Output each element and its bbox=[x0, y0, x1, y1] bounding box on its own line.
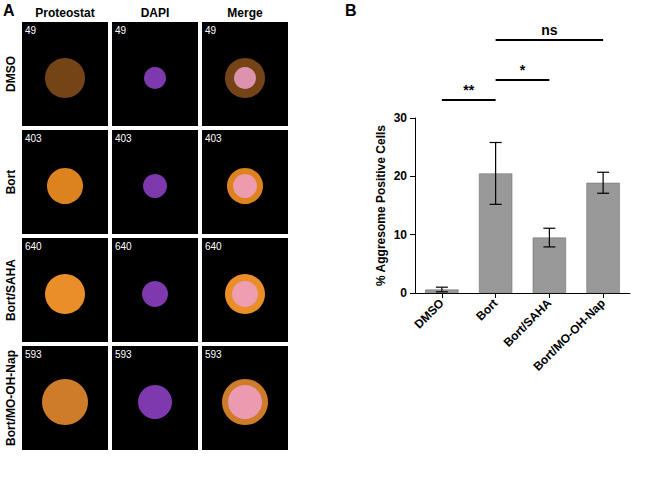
svg-text:B: B bbox=[345, 2, 357, 19]
svg-text:593: 593 bbox=[115, 349, 132, 360]
svg-text:0: 0 bbox=[400, 286, 407, 300]
svg-text:**: ** bbox=[463, 82, 474, 98]
svg-text:DAPI: DAPI bbox=[141, 6, 170, 20]
svg-text:30: 30 bbox=[394, 111, 408, 125]
svg-text:Bort: Bort bbox=[4, 170, 18, 195]
svg-text:Bort/SAHA: Bort/SAHA bbox=[501, 296, 555, 350]
svg-text:403: 403 bbox=[115, 133, 132, 144]
svg-text:% Aggresome Positive Cells: % Aggresome Positive Cells bbox=[374, 125, 388, 286]
svg-text:ns: ns bbox=[541, 22, 558, 38]
svg-text:640: 640 bbox=[115, 241, 132, 252]
svg-text:Bort/SAHA: Bort/SAHA bbox=[4, 259, 18, 321]
svg-text:49: 49 bbox=[115, 25, 127, 36]
svg-text:*: * bbox=[520, 62, 526, 78]
svg-text:10: 10 bbox=[394, 228, 408, 242]
svg-text:Merge: Merge bbox=[227, 6, 263, 20]
svg-text:DMSO: DMSO bbox=[4, 56, 18, 92]
svg-text:593: 593 bbox=[25, 349, 42, 360]
svg-text:49: 49 bbox=[205, 25, 217, 36]
svg-text:Bort: Bort bbox=[473, 296, 500, 323]
svg-text:Bort/MO-OH-Nap: Bort/MO-OH-Nap bbox=[530, 296, 608, 374]
svg-text:Bort/MO-OH-Nap: Bort/MO-OH-Nap bbox=[4, 350, 18, 446]
svg-text:20: 20 bbox=[394, 169, 408, 183]
svg-text:403: 403 bbox=[205, 133, 222, 144]
svg-text:640: 640 bbox=[205, 241, 222, 252]
svg-text:A: A bbox=[3, 2, 15, 19]
svg-text:640: 640 bbox=[25, 241, 42, 252]
svg-text:403: 403 bbox=[25, 133, 42, 144]
svg-text:Proteostat: Proteostat bbox=[35, 6, 94, 20]
svg-text:49: 49 bbox=[25, 25, 37, 36]
svg-text:593: 593 bbox=[205, 349, 222, 360]
svg-text:DMSO: DMSO bbox=[411, 296, 446, 331]
